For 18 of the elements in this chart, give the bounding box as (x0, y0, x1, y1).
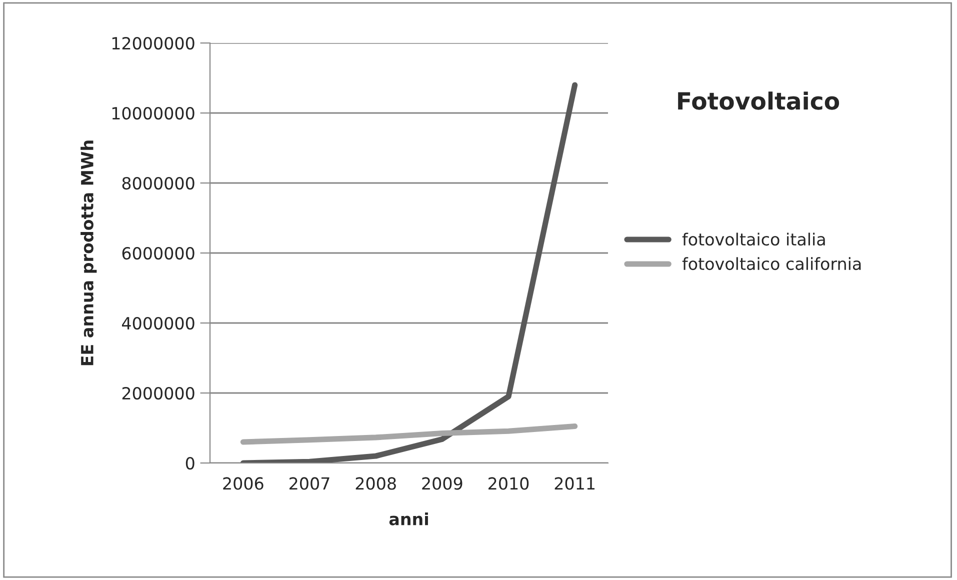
y-axis-title: EE annua prodotta MWh (80, 140, 97, 366)
x-tick-label: 2009 (422, 477, 462, 490)
y-tick-label: 8000000 (122, 176, 194, 190)
x-tick-label: 2006 (223, 477, 264, 490)
y-tick-label: 12000000 (112, 36, 194, 50)
x-tick-label: 2011 (554, 477, 594, 490)
text: Fotovoltaico (678, 92, 840, 110)
legend-label: fotovoltaico italia (682, 232, 825, 246)
y-tick-label: 0 (186, 456, 194, 470)
y-tick-label: 10000000 (112, 106, 194, 120)
x-tick-label: 2007 (290, 477, 330, 490)
x-tick-label: 2008 (356, 477, 396, 490)
x-axis-title: anni (389, 512, 428, 526)
y-tick-label: 4000000 (122, 316, 194, 330)
legend-label: fotovoltaico california (682, 257, 861, 270)
y-tick-label: 6000000 (122, 246, 194, 260)
y-tick-label: 2000000 (122, 386, 194, 400)
x-tick-label: 2010 (488, 477, 529, 490)
